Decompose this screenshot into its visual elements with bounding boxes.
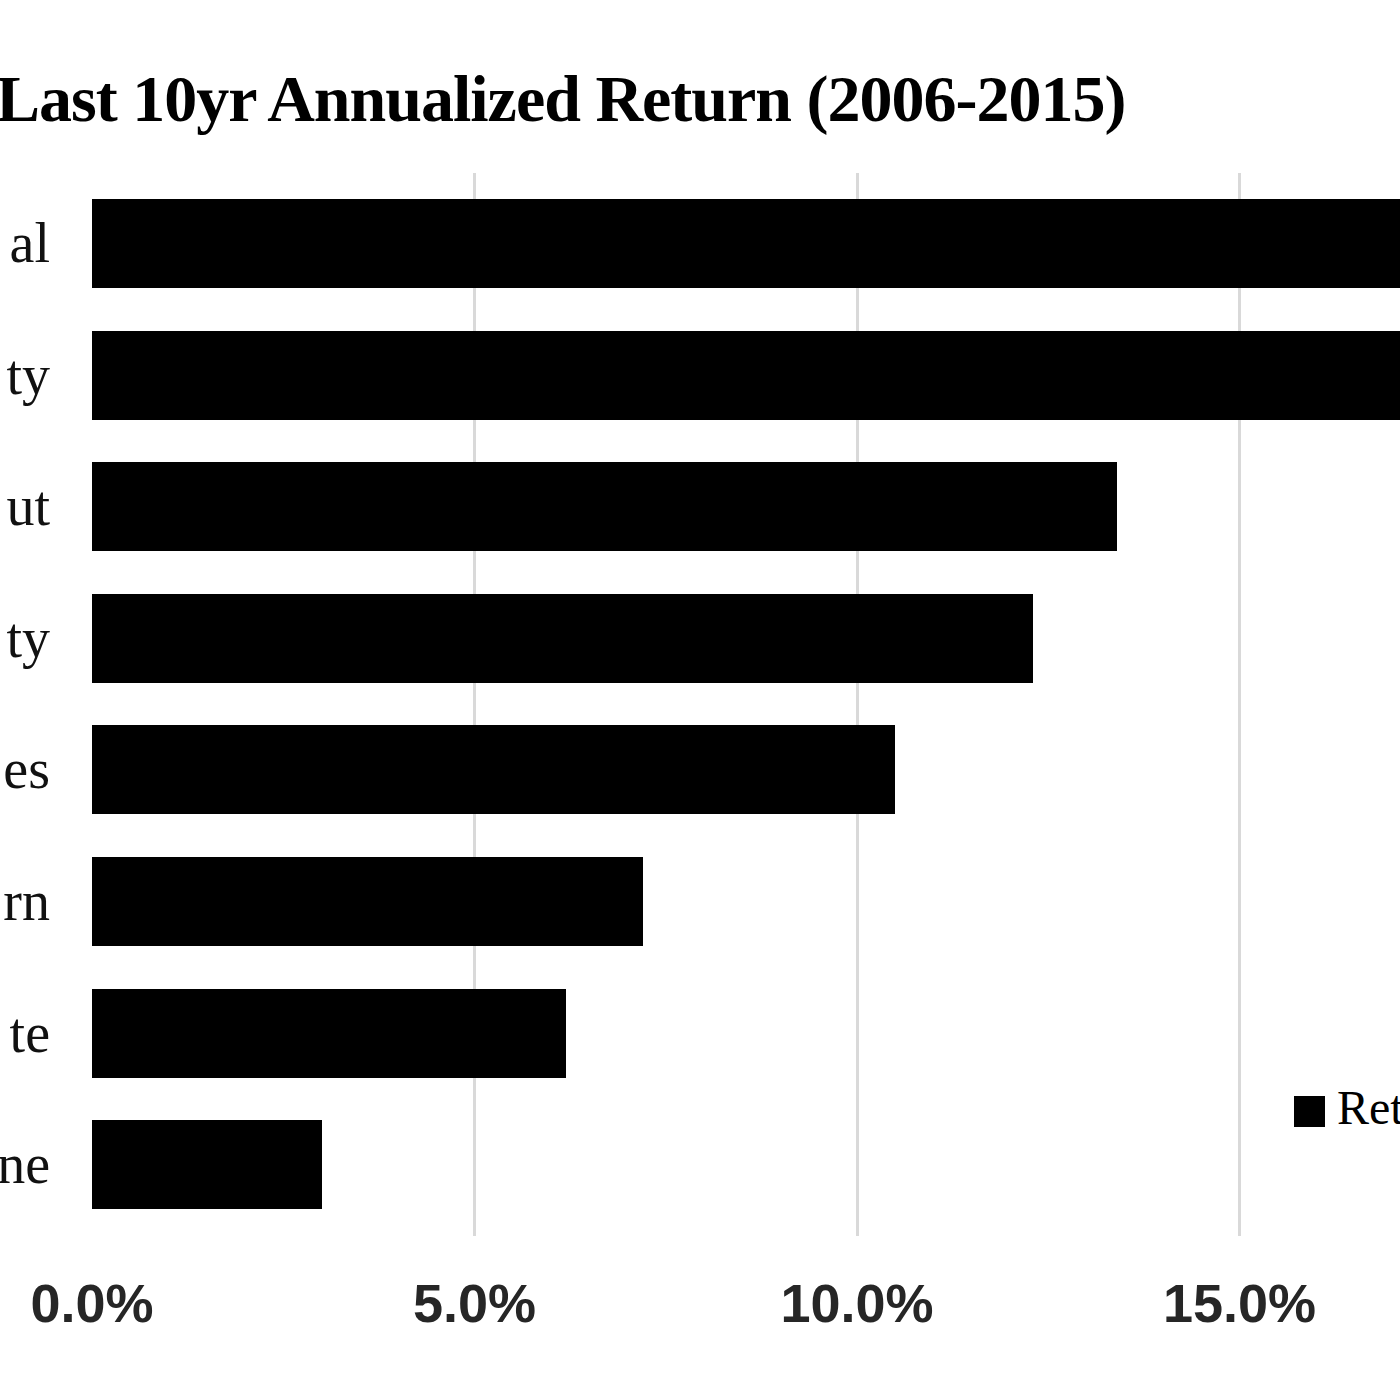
bar [92,594,1033,683]
y-axis-label: rn [0,863,50,939]
legend-label: Ret [1337,1084,1400,1132]
chart-title: Last 10yr Annualized Return (2006-2015) [0,66,1125,132]
bar-chart: Last 10yr Annualized Return (2006-2015) … [0,0,1400,1400]
x-axis-tick-label: 0.0% [0,1276,242,1330]
y-axis-label: al [0,205,50,281]
y-axis-label: ty [0,600,50,676]
y-axis-label: ut [0,468,50,544]
bar [92,857,643,946]
y-axis-label: es [0,731,50,807]
bar [92,199,1400,288]
x-axis-tick-label: 15.0% [1090,1276,1390,1330]
y-axis-label: te [0,995,50,1071]
bar [92,462,1117,551]
legend-marker-icon [1294,1096,1325,1127]
bar [92,725,895,814]
bar [92,989,566,1078]
y-axis-label: ty [0,337,50,413]
x-axis-tick-label: 10.0% [707,1276,1007,1330]
x-axis-tick-label: 5.0% [325,1276,625,1330]
y-axis-label: ne [0,1126,50,1202]
bar [92,331,1400,420]
bar [92,1120,322,1209]
